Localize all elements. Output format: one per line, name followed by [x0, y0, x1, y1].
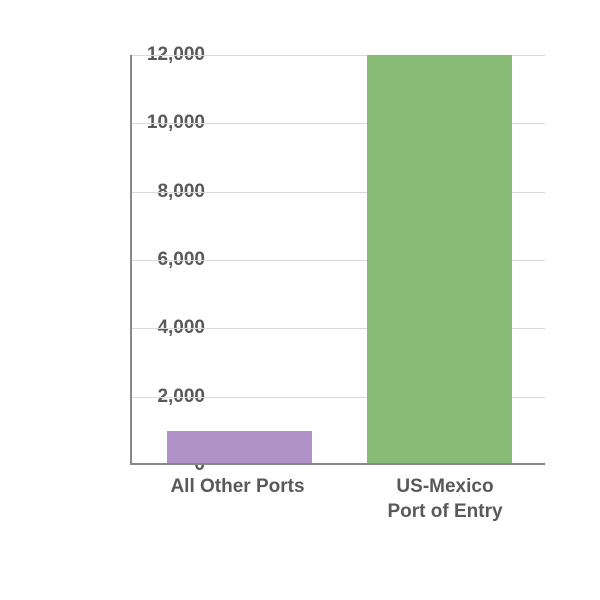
bar-all-other-ports: [167, 431, 312, 463]
plot-area: [130, 55, 545, 465]
x-tick-label: US-MexicoPort of Entry: [345, 475, 545, 524]
x-tick-label: All Other Ports: [130, 475, 345, 500]
bar-chart: 0 2,000 4,000 6,000 8,000 10,000 12,000 …: [55, 55, 555, 545]
bar-us-mexico: [367, 55, 512, 463]
